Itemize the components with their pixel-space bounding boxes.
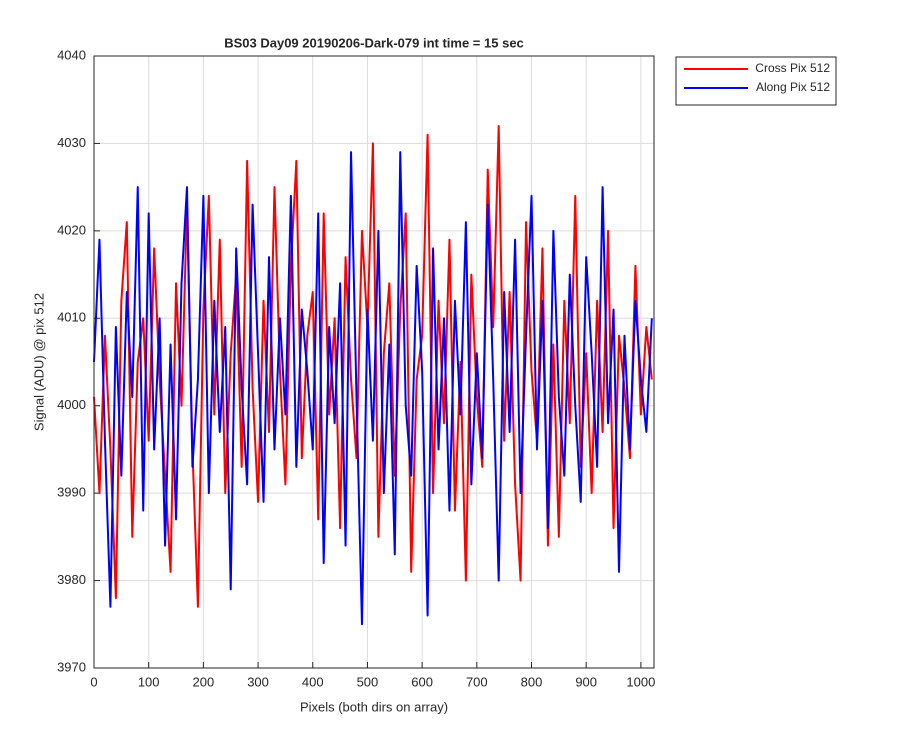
x-tick-label: 0 [90,674,97,689]
x-tick-label: 400 [302,674,324,689]
x-tick-label: 900 [575,674,597,689]
axes-box [93,55,655,669]
y-tick-label: 4010 [57,310,86,325]
x-tick-label: 200 [193,674,215,689]
y-tick-label: 4030 [57,135,86,150]
legend-label: Along Pix 512 [756,80,830,94]
x-tick-label: 800 [521,674,543,689]
y-tick-label: 4000 [57,397,86,412]
x-axis-label: Pixels (both dirs on array) [300,699,448,714]
x-tick-label: 500 [357,674,379,689]
data-line [93,151,653,626]
y-tick-label: 3980 [57,572,86,587]
legend-box [675,56,837,106]
x-tick-label: 300 [247,674,269,689]
x-tick-label: 600 [411,674,433,689]
x-tick-label: 1000 [626,674,655,689]
y-tick-label: 3990 [57,485,86,500]
y-tick-label: 3970 [57,659,86,674]
y-tick-label: 4040 [57,47,86,62]
chart-title: BS03 Day09 20190206-Dark-079 int time = … [224,35,524,50]
x-tick-label: 700 [466,674,488,689]
y-tick-label: 4020 [57,222,86,237]
x-tick-label: 100 [138,674,160,689]
y-axis-label: Signal (ADU) @ pix 512 [31,293,46,431]
legend-label: Cross Pix 512 [755,61,830,75]
